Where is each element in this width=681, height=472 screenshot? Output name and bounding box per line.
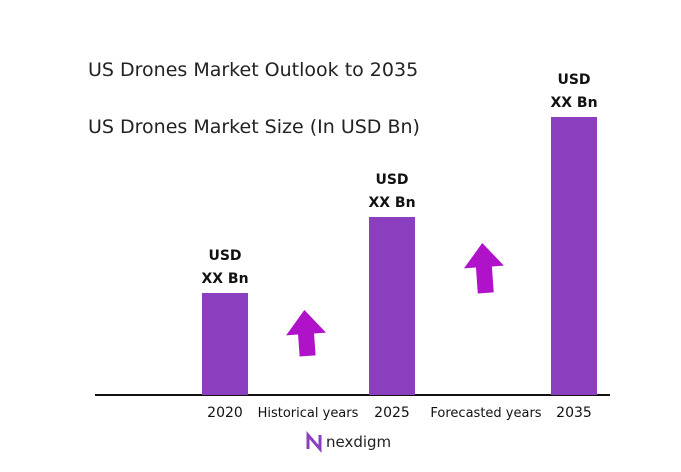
value-label: XX Bn <box>201 271 248 287</box>
chart-title: US Drones Market Outlook to 2035 <box>88 59 418 81</box>
logo-icon <box>306 430 322 454</box>
x-tick-label: 2020 <box>207 405 243 421</box>
value-label: USD <box>375 172 408 188</box>
bar <box>202 293 248 395</box>
value-label: USD <box>557 72 590 88</box>
period-note: Historical years <box>258 406 359 421</box>
bar <box>551 117 597 395</box>
growth-arrow <box>463 243 504 294</box>
logo-text: nexdigm <box>326 433 391 451</box>
value-label: USD <box>208 248 241 264</box>
x-tick-label: 2035 <box>556 405 592 421</box>
chart-subtitle: US Drones Market Size (In USD Bn) <box>88 116 420 138</box>
value-label: XX Bn <box>368 195 415 211</box>
bar <box>369 217 415 395</box>
period-note: Forecasted years <box>430 406 541 421</box>
value-label: XX Bn <box>550 95 597 111</box>
growth-arrow <box>286 310 327 357</box>
x-tick-label: 2025 <box>374 405 410 421</box>
